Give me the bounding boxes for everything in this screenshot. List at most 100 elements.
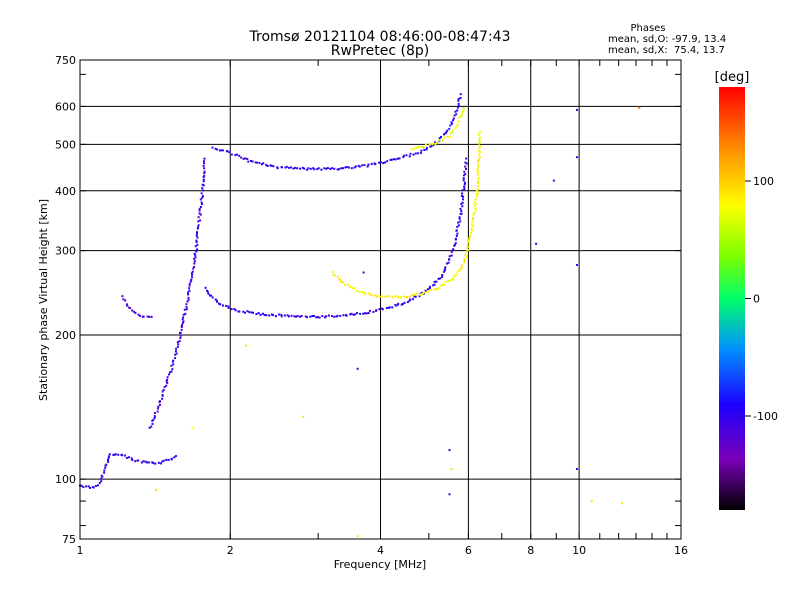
data-point bbox=[440, 135, 443, 138]
data-point bbox=[304, 315, 307, 318]
x-axis-ticks: 1 2 4 6 8 10 16 bbox=[77, 60, 688, 557]
data-point bbox=[195, 232, 198, 235]
data-point bbox=[443, 269, 446, 272]
data-point bbox=[361, 291, 364, 294]
data-point bbox=[255, 313, 258, 316]
data-point bbox=[215, 300, 218, 303]
data-point bbox=[196, 243, 199, 246]
data-point bbox=[202, 189, 205, 192]
data-points bbox=[78, 93, 641, 538]
data-point bbox=[456, 123, 459, 126]
data-point bbox=[175, 347, 178, 350]
data-point bbox=[452, 117, 455, 120]
data-point bbox=[535, 242, 538, 245]
data-point bbox=[247, 160, 250, 163]
data-point bbox=[240, 156, 243, 159]
data-point bbox=[270, 313, 273, 316]
data-point bbox=[399, 296, 402, 299]
data-point bbox=[190, 272, 193, 275]
data-point bbox=[440, 283, 443, 286]
data-point bbox=[244, 311, 247, 314]
data-point bbox=[316, 316, 319, 319]
data-point bbox=[325, 167, 328, 170]
data-point bbox=[100, 474, 103, 477]
data-point bbox=[217, 302, 220, 305]
data-point bbox=[443, 136, 446, 139]
data-point bbox=[188, 289, 191, 292]
data-point bbox=[195, 234, 198, 237]
data-point bbox=[94, 484, 97, 487]
data-point bbox=[318, 316, 321, 319]
data-point bbox=[179, 331, 182, 334]
data-point bbox=[449, 124, 452, 127]
data-point bbox=[357, 164, 360, 167]
data-point bbox=[433, 283, 436, 286]
phases-mean-x: mean, sd,X: 75.4, 13.7 bbox=[608, 45, 725, 56]
data-point bbox=[195, 250, 198, 253]
data-point bbox=[151, 419, 154, 422]
data-point bbox=[459, 93, 462, 96]
data-point bbox=[396, 157, 399, 160]
data-point bbox=[443, 133, 446, 136]
data-point bbox=[272, 165, 275, 168]
data-point bbox=[437, 287, 440, 290]
data-point bbox=[410, 148, 413, 151]
data-point bbox=[552, 179, 555, 182]
data-point bbox=[370, 162, 373, 165]
data-point bbox=[413, 295, 416, 298]
data-point bbox=[467, 239, 470, 242]
data-point bbox=[368, 309, 371, 312]
data-point bbox=[272, 314, 275, 317]
data-point bbox=[166, 378, 169, 381]
data-point bbox=[414, 295, 417, 298]
data-point bbox=[446, 129, 449, 132]
data-point bbox=[413, 293, 416, 296]
data-point bbox=[477, 160, 480, 163]
data-point bbox=[454, 127, 457, 130]
x-tick-label: 8 bbox=[527, 544, 534, 557]
data-point bbox=[92, 486, 95, 489]
data-point bbox=[460, 212, 463, 215]
data-point bbox=[412, 147, 415, 150]
data-point bbox=[478, 156, 481, 159]
data-point bbox=[187, 296, 190, 299]
data-point bbox=[329, 167, 332, 170]
data-point bbox=[158, 403, 161, 406]
data-point bbox=[460, 115, 463, 118]
data-point bbox=[396, 295, 399, 298]
data-point bbox=[336, 314, 339, 317]
y-tick-label: 600 bbox=[55, 100, 76, 113]
data-point bbox=[91, 486, 94, 489]
data-point bbox=[153, 417, 156, 420]
data-point bbox=[202, 162, 205, 165]
data-point bbox=[174, 350, 177, 353]
data-point bbox=[157, 405, 160, 408]
data-point bbox=[396, 303, 399, 306]
data-point bbox=[425, 148, 428, 151]
data-point bbox=[362, 271, 365, 274]
data-point bbox=[97, 484, 100, 487]
data-point bbox=[451, 122, 454, 125]
data-point bbox=[177, 343, 180, 346]
data-point bbox=[420, 293, 423, 296]
y-tick-label: 200 bbox=[55, 329, 76, 342]
data-point bbox=[238, 310, 241, 313]
data-point bbox=[220, 149, 223, 152]
data-point bbox=[187, 291, 190, 294]
data-point bbox=[454, 237, 457, 240]
data-point bbox=[153, 415, 156, 418]
data-point bbox=[463, 181, 466, 184]
data-point bbox=[349, 313, 352, 316]
data-point bbox=[171, 360, 174, 363]
data-point bbox=[462, 174, 465, 177]
data-point bbox=[197, 220, 200, 223]
data-point bbox=[201, 196, 204, 199]
data-point bbox=[434, 288, 437, 291]
data-point bbox=[477, 180, 480, 183]
data-point bbox=[458, 217, 461, 220]
data-point bbox=[144, 460, 147, 463]
data-point bbox=[477, 173, 480, 176]
data-point bbox=[194, 254, 197, 257]
x-tick-label: 2 bbox=[227, 544, 234, 557]
data-point bbox=[159, 462, 162, 465]
